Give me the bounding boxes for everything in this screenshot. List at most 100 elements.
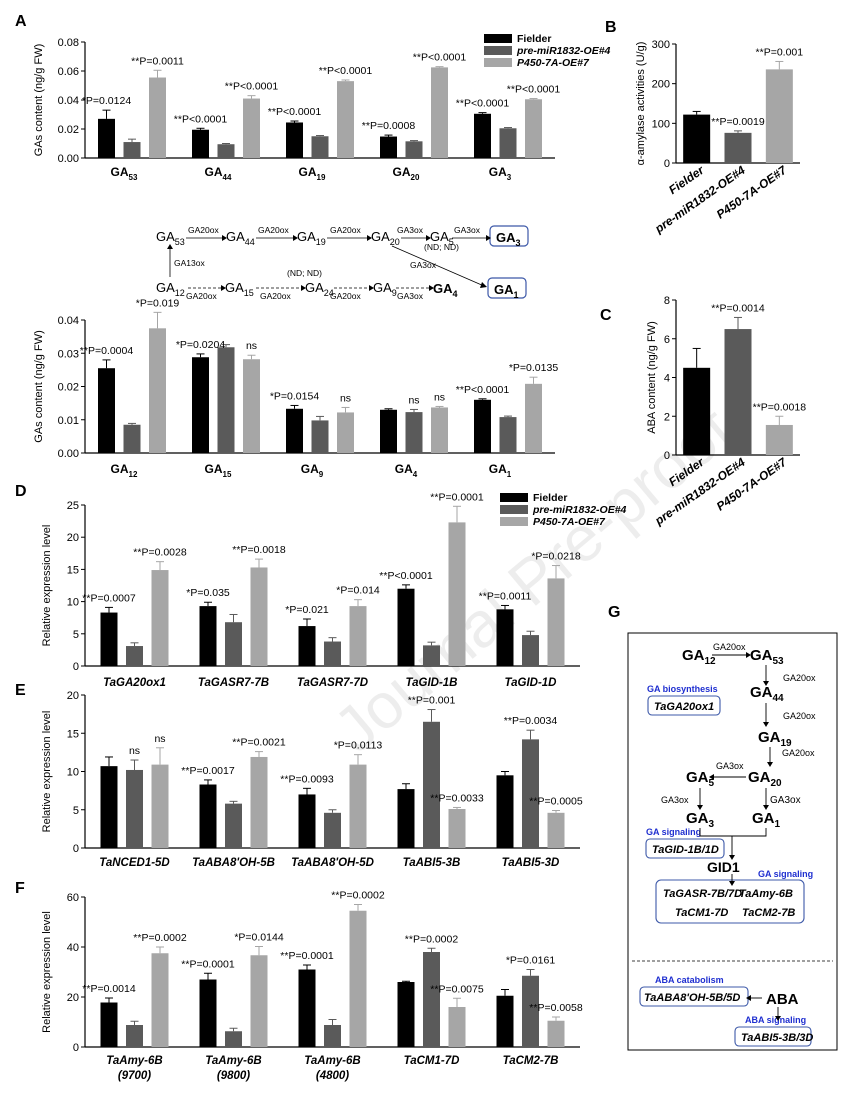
legend-swatch — [484, 58, 512, 67]
bar — [100, 1002, 118, 1047]
significance-label: *P=0.019 — [136, 297, 180, 309]
legend-swatch — [500, 493, 528, 502]
bar — [496, 995, 514, 1047]
arrowhead — [486, 235, 491, 241]
g-ga53: GA53 — [750, 647, 784, 667]
significance-label: ns — [246, 340, 257, 352]
x-tick-label: TaNCED1-5D — [99, 857, 170, 869]
y-axis-label: GAs content (ng/g FW) — [33, 330, 45, 442]
arrowhead — [167, 244, 173, 249]
bar — [298, 969, 316, 1047]
bar — [337, 81, 354, 158]
bar — [448, 808, 466, 848]
y-axis-label: α-amylase activities (U/g) — [635, 42, 647, 166]
x-tick-label: TaABA8'OH-5B — [192, 857, 275, 869]
bar — [243, 98, 260, 158]
bar — [126, 1025, 143, 1047]
g-enzyme: GA3ox — [661, 795, 689, 805]
enzyme-label: GA3ox — [397, 291, 424, 301]
significance-label: ns — [340, 392, 351, 404]
bar — [243, 359, 260, 453]
y-tick-label: 0.02 — [58, 124, 79, 136]
bar — [349, 606, 367, 666]
bar — [192, 129, 209, 158]
panel-label: C — [600, 307, 612, 324]
bar — [405, 141, 423, 158]
y-tick-label: 0.06 — [58, 66, 79, 78]
significance-label: **P<0.0001 — [319, 65, 373, 77]
enzyme-label: GA20ox — [330, 225, 361, 235]
panel-g-frame — [627, 632, 838, 1051]
significance-label: **P=0.0075 — [430, 983, 484, 995]
bar — [324, 641, 341, 666]
significance-label: **P<0.0001 — [413, 52, 467, 64]
g-tagasr: TaGASR-7B/7D — [663, 888, 742, 900]
g-ga19: GA19 — [758, 729, 792, 749]
g-ga-signaling-label: GA signaling — [646, 827, 701, 837]
g-arrowhead — [775, 1016, 781, 1021]
bar — [324, 812, 341, 848]
significance-label: *P=0.0154 — [270, 390, 319, 402]
g-ga12: GA12 — [682, 647, 716, 667]
ga-pathway-diagram: GA53 GA44 GA19 GA20 GA5 GA3 GA12 GA15 GA… — [156, 225, 529, 301]
g-box — [639, 986, 749, 1007]
bar — [724, 132, 752, 163]
bar — [199, 979, 217, 1047]
y-tick-label: 0 — [664, 158, 670, 170]
y-tick-label: 20 — [67, 992, 79, 1004]
pathway-ga12: GA12 — [156, 280, 185, 298]
g-taamy: TaAmy-6B — [739, 888, 793, 900]
bar — [225, 803, 242, 848]
x-tick-label: GA9 — [301, 462, 324, 479]
bar — [217, 144, 235, 158]
bar — [499, 417, 517, 453]
g-arrowhead — [767, 762, 773, 767]
x-tick-label: GA20 — [393, 165, 420, 182]
g-arrowhead — [763, 805, 769, 810]
significance-label: *P=0.0113 — [334, 740, 383, 752]
bar — [448, 1007, 466, 1047]
x-tick-label: GA12 — [111, 462, 138, 479]
g-aba-signaling-label: ABA signaling — [745, 1015, 806, 1025]
significance-label: **P=0.0002 — [331, 890, 385, 902]
panel-label-g: G — [608, 604, 620, 621]
legend-label: pre-miR1832-OE#4 — [532, 504, 627, 516]
g-arrowhead — [746, 995, 751, 1001]
bar — [149, 328, 166, 453]
bar — [499, 128, 517, 158]
enzyme-label: GA20ox — [188, 225, 219, 235]
significance-label: *P=0.0218 — [531, 551, 580, 563]
y-tick-label: 200 — [652, 79, 670, 91]
g-arrowhead — [763, 722, 769, 727]
pathway-ga4: GA4 — [433, 281, 458, 299]
bar — [547, 1020, 565, 1047]
y-tick-label: 10 — [67, 767, 79, 779]
bar — [547, 812, 565, 848]
enzyme-label: GA3ox — [397, 225, 424, 235]
x-tick-label: TaGID-1D — [505, 677, 557, 689]
significance-label: *P=0.035 — [186, 587, 230, 599]
pathway-ga3-box — [489, 225, 529, 247]
significance-label: *P=0.014 — [336, 585, 380, 597]
bar — [286, 408, 303, 453]
significance-label: **P=0.0021 — [232, 737, 286, 749]
bar — [448, 522, 466, 666]
g-gid1: GID1 — [707, 859, 740, 875]
legend-swatch — [484, 34, 512, 43]
y-tick-label: 15 — [67, 728, 79, 740]
y-axis-label: ABA content (ng/g FW) — [646, 321, 658, 434]
g-enzyme: GA20ox — [782, 748, 815, 758]
y-tick-label: 300 — [652, 39, 670, 51]
significance-label: *P=0.021 — [285, 604, 329, 616]
bar — [100, 766, 118, 848]
bar — [151, 953, 169, 1047]
y-tick-label: 60 — [67, 892, 79, 904]
g-arrowhead — [709, 774, 714, 780]
significance-label: **P=0.0011 — [479, 590, 532, 602]
pathway-ga5: GA5 — [430, 229, 454, 247]
g-ga-signaling-label: GA signaling — [758, 869, 813, 879]
legend-label: P450-7A-OE#7 — [533, 516, 606, 528]
bar — [126, 646, 143, 666]
significance-label: **P=0.0014 — [711, 302, 765, 314]
x-tick-label: TaAmy-6B — [304, 1055, 360, 1067]
